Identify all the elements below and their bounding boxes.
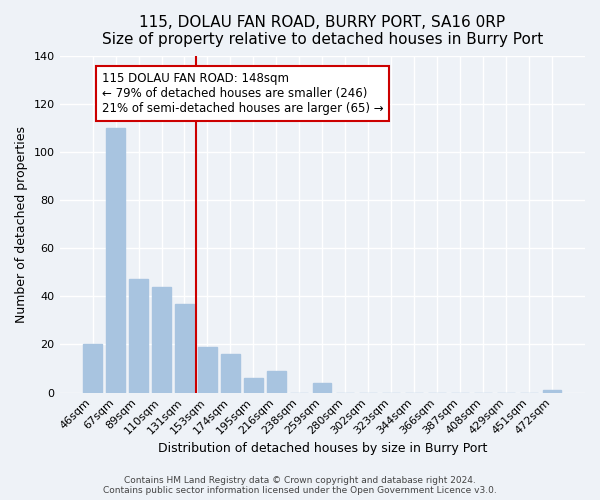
- Bar: [175, 304, 194, 392]
- Bar: [313, 383, 331, 392]
- Bar: [130, 280, 148, 392]
- Title: 115, DOLAU FAN ROAD, BURRY PORT, SA16 0RP
Size of property relative to detached : 115, DOLAU FAN ROAD, BURRY PORT, SA16 0R…: [101, 15, 543, 48]
- Text: 115 DOLAU FAN ROAD: 148sqm
← 79% of detached houses are smaller (246)
21% of sem: 115 DOLAU FAN ROAD: 148sqm ← 79% of deta…: [102, 72, 383, 116]
- Bar: [198, 347, 217, 393]
- Bar: [267, 371, 286, 392]
- Bar: [221, 354, 239, 393]
- Bar: [244, 378, 263, 392]
- Bar: [152, 286, 170, 393]
- X-axis label: Distribution of detached houses by size in Burry Port: Distribution of detached houses by size …: [158, 442, 487, 455]
- Bar: [543, 390, 561, 392]
- Y-axis label: Number of detached properties: Number of detached properties: [15, 126, 28, 322]
- Bar: [106, 128, 125, 392]
- Text: Contains HM Land Registry data © Crown copyright and database right 2024.
Contai: Contains HM Land Registry data © Crown c…: [103, 476, 497, 495]
- Bar: [83, 344, 102, 393]
